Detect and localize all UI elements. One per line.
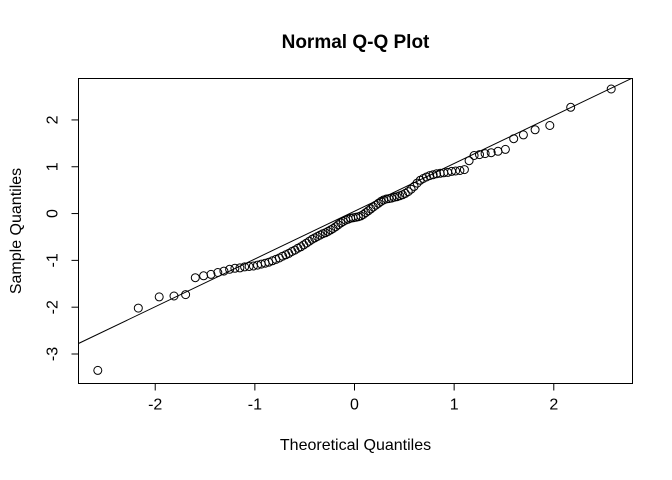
data-point [400, 188, 410, 198]
data-point [320, 228, 330, 238]
data-point [154, 292, 164, 302]
data-point [545, 121, 555, 130]
data-point [336, 218, 346, 228]
data-point [169, 291, 179, 301]
data-point [566, 102, 576, 112]
data-point [315, 230, 325, 240]
data-point [181, 290, 191, 300]
y-tick-label: 2 [45, 115, 62, 124]
data-point [464, 156, 474, 166]
data-point [432, 169, 442, 179]
data-point [356, 211, 366, 221]
data-point [475, 150, 484, 160]
plot-area: -2 -1 0 1 2 -3 -2 -1 0 1 2 [45, 78, 633, 414]
y-tick-label: 0 [45, 209, 62, 218]
data-point [244, 262, 254, 271]
data-point [213, 268, 223, 277]
data-point [133, 303, 143, 313]
data-point [302, 238, 311, 248]
data-point [373, 198, 383, 208]
data-point [509, 134, 519, 144]
data-point [425, 171, 435, 181]
data-point [307, 234, 317, 244]
data-point [455, 166, 465, 175]
data-point [451, 166, 461, 176]
data-point [323, 226, 333, 236]
data-point [500, 144, 510, 154]
reference-line [78, 78, 633, 344]
data-point [333, 220, 343, 230]
data-point [190, 273, 200, 283]
data-point [606, 84, 616, 94]
y-tick-label: 1 [45, 162, 62, 171]
y-axis-label: Sample Quantiles [8, 168, 25, 294]
data-point [409, 181, 419, 191]
data-point [240, 262, 250, 272]
data-point [219, 266, 229, 276]
plot-border [78, 78, 633, 384]
data-point [530, 125, 540, 135]
data-point [486, 148, 496, 158]
y-tick-label: -2 [45, 300, 62, 314]
data-point [403, 187, 413, 197]
data-point [376, 196, 386, 206]
data-point [480, 149, 490, 159]
data-point [230, 263, 240, 273]
data-point [428, 170, 438, 180]
x-axis-label: Theoretical Quantiles [280, 437, 431, 454]
data-point [304, 236, 314, 246]
x-tick-label: 2 [549, 397, 558, 414]
data-point [406, 184, 416, 194]
y-tick-label: -1 [45, 253, 62, 267]
x-tick-label: 1 [450, 397, 459, 414]
data-point [518, 130, 528, 140]
data-point [338, 217, 348, 226]
data-point [296, 242, 306, 252]
data-point [235, 263, 245, 273]
x-tick-label: -1 [248, 397, 262, 414]
data-point [469, 151, 479, 160]
data-point [199, 271, 209, 281]
chart-title: Normal Q-Q Plot [282, 32, 430, 53]
data-point [93, 365, 103, 375]
data-point [206, 269, 216, 279]
data-point [459, 165, 469, 175]
y-tick-label: -3 [45, 347, 62, 361]
x-tick-label: -2 [148, 397, 162, 414]
data-point [326, 225, 336, 235]
data-point [225, 264, 235, 274]
x-tick-label: 0 [350, 397, 359, 414]
data-point [412, 178, 422, 188]
